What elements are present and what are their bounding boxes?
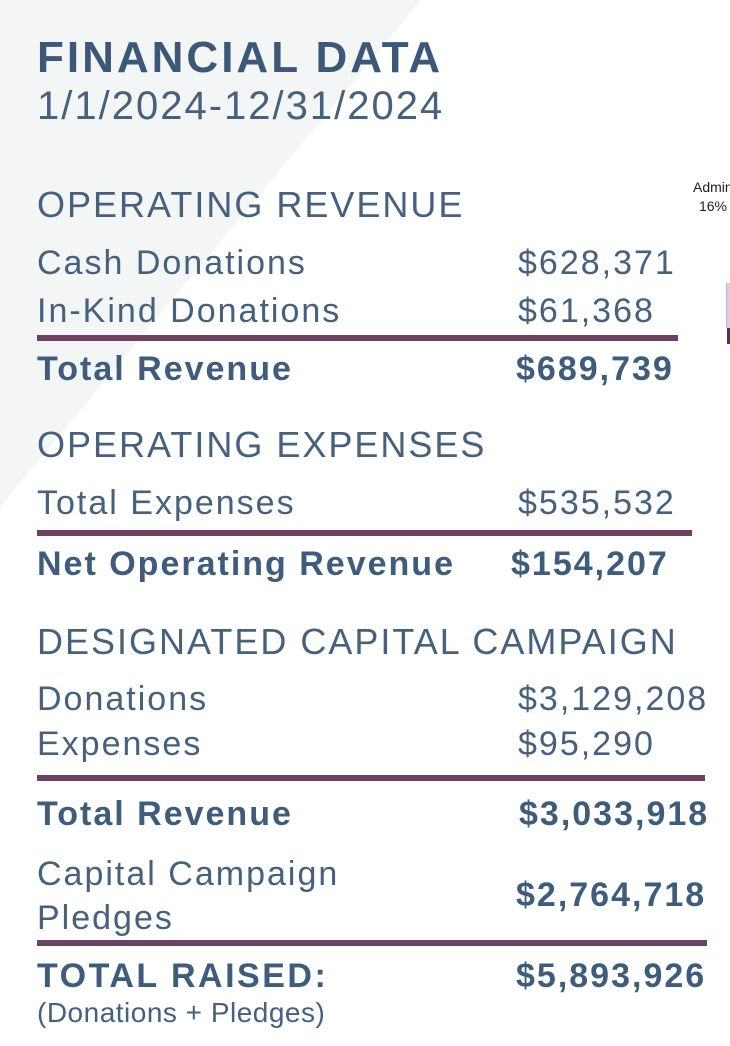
- row-label-campaign-donations: Donations: [37, 680, 209, 718]
- row-label-cash-donations: Cash Donations: [37, 244, 307, 282]
- pie-slice-label-admin: Admin: [693, 179, 730, 195]
- row-value-campaign-donations: $3,129,208: [518, 680, 709, 718]
- row-label-campaign-pledges: Capital Campaign Pledges: [37, 855, 340, 937]
- row-label-inkind-donations: In-Kind Donations: [37, 292, 342, 330]
- total-label-operating-revenue: Total Revenue: [37, 350, 293, 388]
- section-heading-operating-revenue: OPERATING REVENUE: [37, 184, 465, 225]
- pie-slice-percent-admin: 16%: [698, 198, 727, 214]
- page-title: FINANCIAL DATA: [37, 33, 444, 82]
- divider-rule-2: [37, 530, 692, 536]
- grand-total-value: $5,893,926: [516, 957, 707, 995]
- section-heading-capital-campaign: DESIGNATED CAPITAL CAMPAIGN: [37, 621, 678, 662]
- grand-total-label: TOTAL RAISED:: [37, 957, 329, 995]
- total-label-campaign-revenue: Total Revenue: [37, 795, 293, 833]
- divider-rule-1: [37, 335, 678, 341]
- grand-total-sublabel: (Donations + Pledges): [37, 997, 326, 1028]
- pie-slice-fragment-dark: [727, 328, 730, 344]
- row-label-total-expenses: Total Expenses: [37, 484, 296, 522]
- date-range: 1/1/2024-12/31/2024: [37, 84, 445, 128]
- pie-slice-fragment-light: [726, 283, 730, 328]
- row-value-campaign-expenses: $95,290: [518, 725, 655, 763]
- row-value-inkind-donations: $61,368: [518, 292, 655, 330]
- total-value-campaign-revenue: $3,033,918: [519, 795, 710, 833]
- divider-rule-4: [37, 940, 707, 946]
- row-value-cash-donations: $628,371: [518, 244, 676, 282]
- divider-rule-3: [37, 775, 705, 781]
- total-value-net-operating-revenue: $154,207: [511, 545, 669, 583]
- total-label-net-operating-revenue: Net Operating Revenue: [37, 545, 455, 583]
- row-value-total-expenses: $535,532: [518, 484, 676, 522]
- total-value-operating-revenue: $689,739: [516, 350, 674, 388]
- row-label-campaign-expenses: Expenses: [37, 725, 203, 763]
- section-heading-operating-expenses: OPERATING EXPENSES: [37, 424, 487, 465]
- row-value-campaign-pledges: $2,764,718: [516, 876, 707, 914]
